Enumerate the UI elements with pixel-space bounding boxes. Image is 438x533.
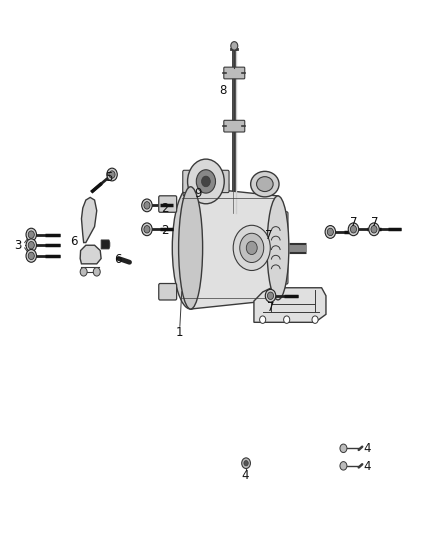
Text: 7: 7 [350,216,357,229]
Polygon shape [101,240,110,249]
Ellipse shape [179,187,203,309]
Ellipse shape [240,233,264,263]
Circle shape [107,168,117,181]
Circle shape [196,169,215,193]
FancyBboxPatch shape [224,67,245,79]
FancyBboxPatch shape [159,196,177,212]
Circle shape [244,461,248,466]
Circle shape [28,231,34,238]
Text: 8: 8 [219,84,226,96]
Circle shape [340,444,347,453]
Circle shape [327,228,333,236]
Text: 1: 1 [176,326,184,340]
Ellipse shape [172,187,209,309]
Circle shape [284,316,290,324]
Circle shape [142,199,152,212]
Polygon shape [254,288,326,322]
Circle shape [369,223,379,236]
Circle shape [312,316,318,324]
Circle shape [26,249,36,262]
Polygon shape [80,245,101,264]
Text: 4: 4 [241,469,249,482]
Polygon shape [81,197,97,243]
Text: 4: 4 [364,442,371,455]
Text: 4: 4 [364,461,371,473]
Text: 5: 5 [105,171,112,184]
Text: 6: 6 [114,253,121,266]
Circle shape [28,241,34,249]
FancyBboxPatch shape [183,183,229,196]
Circle shape [265,289,276,302]
Circle shape [187,159,224,204]
Text: 7: 7 [265,229,273,242]
Ellipse shape [267,196,289,300]
Polygon shape [191,187,278,309]
Text: 7: 7 [267,301,274,314]
Text: 2: 2 [161,224,168,237]
Circle shape [201,176,210,187]
FancyBboxPatch shape [159,284,177,300]
Circle shape [26,228,36,241]
Text: 3: 3 [14,239,22,252]
FancyBboxPatch shape [275,212,288,284]
Circle shape [142,223,152,236]
Text: 6: 6 [70,235,78,248]
Circle shape [26,239,36,252]
Circle shape [325,225,336,238]
Ellipse shape [251,171,279,197]
Circle shape [371,225,377,233]
FancyBboxPatch shape [216,170,229,192]
FancyBboxPatch shape [183,170,196,192]
Circle shape [340,462,347,470]
Circle shape [268,292,274,300]
Circle shape [80,268,87,276]
Circle shape [350,225,357,233]
Circle shape [348,223,359,236]
Circle shape [260,316,266,324]
Text: 9: 9 [194,187,202,200]
Circle shape [231,42,238,50]
Circle shape [242,458,251,469]
Text: 2: 2 [161,201,168,214]
Circle shape [93,268,100,276]
Circle shape [144,201,150,209]
Text: 7: 7 [371,216,378,229]
Circle shape [28,252,34,260]
Ellipse shape [257,176,273,191]
Circle shape [144,225,150,233]
Ellipse shape [233,225,270,270]
FancyBboxPatch shape [224,120,245,132]
Ellipse shape [246,241,257,255]
Circle shape [109,171,115,178]
